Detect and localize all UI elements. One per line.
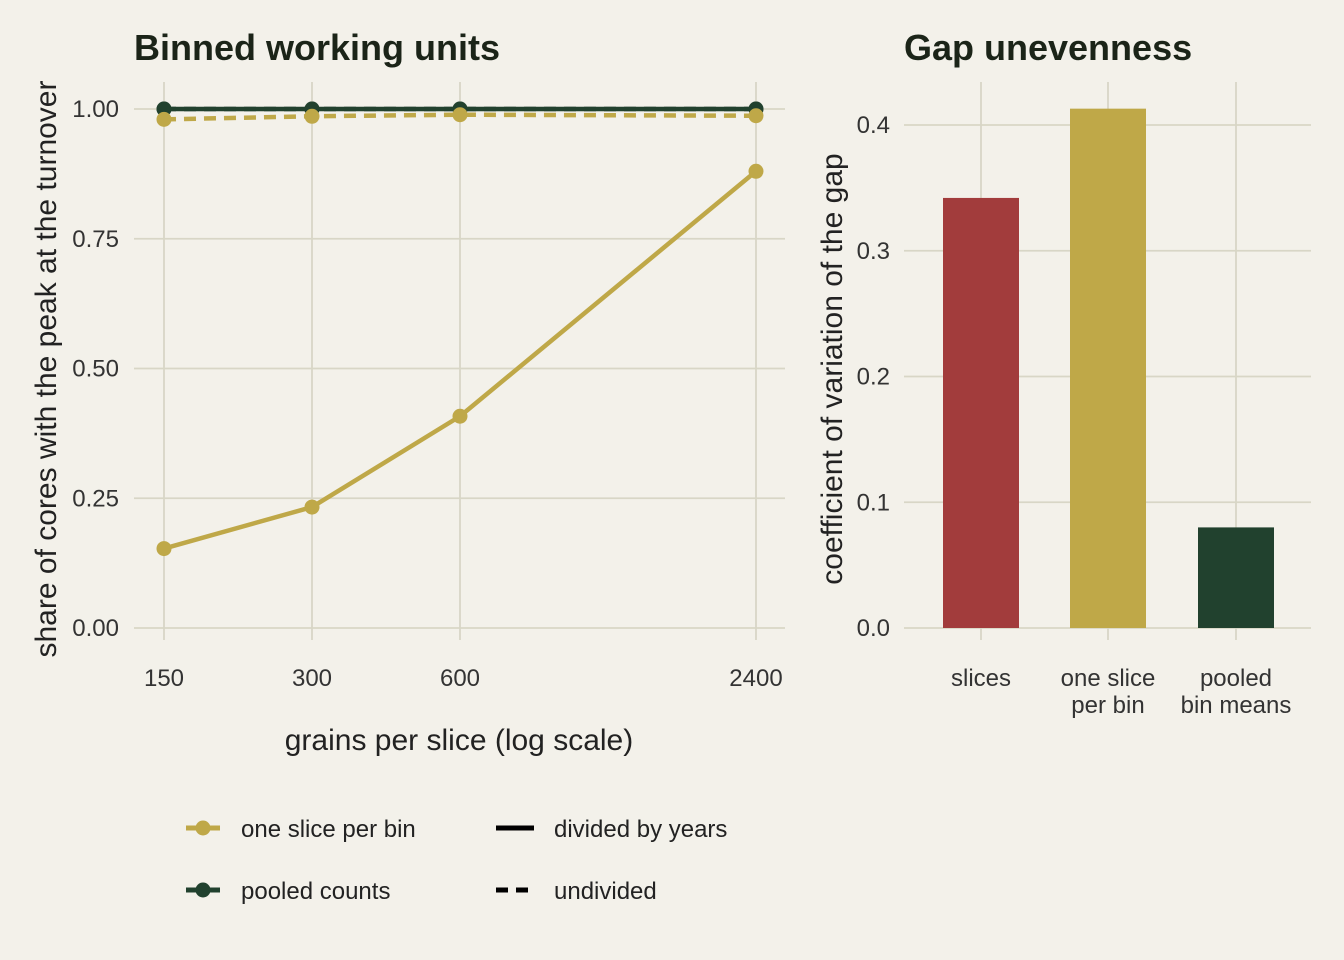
legend-label-pooled-counts: pooled counts [241,878,390,905]
x-tick-label: 600 [440,665,480,692]
y-tick-label: 0.0 [857,615,890,642]
bar-chart-y-axis-title: coefficient of variation of the gap [816,153,849,584]
series-one-slice-per-bin-divided-by-years [156,163,764,557]
bar [943,197,1019,628]
data-point [304,108,320,124]
bar-chart-panel: Gap unevenness 0.0 0.1 0.2 0.3 0.4 slices one… [816,27,1311,719]
series-line [163,112,757,122]
y-tick-label: 0.4 [857,112,890,139]
bar [1070,108,1146,629]
y-tick-label: 1.00 [72,96,119,123]
data-point [748,163,764,179]
legend-swatch-point [195,820,211,836]
y-tick-label: 0.3 [857,238,890,265]
x-tick-label: 150 [144,665,184,692]
y-tick-label: 0.1 [857,489,890,516]
bar-chart-title: Gap unevenness [904,27,1192,68]
data-point [452,107,468,123]
bar-chart-x-ticks: slices one slice per bin pooled bin means [951,665,1291,719]
x-tick-label: 2400 [729,665,782,692]
legend-label-undivided: undivided [554,878,657,905]
data-point [748,108,764,124]
legend-item-pooled-counts: pooled counts [186,878,390,905]
y-tick-label: 0.00 [72,615,119,642]
bar [1198,527,1274,628]
y-tick-label: 0.25 [72,485,119,512]
line-chart-y-axis-title: share of cores with the peak at the turn… [30,81,63,658]
x-tick-label: one slice per bin [1061,665,1156,719]
data-point [452,408,468,424]
data-point [156,111,172,127]
bar-chart-bars [943,108,1274,629]
line-chart-y-ticks: 0.00 0.25 0.50 0.75 1.00 [72,96,119,642]
legend-swatch-point [195,882,211,898]
data-point [304,499,320,515]
line-chart-x-ticks: 150 300 600 2400 [144,665,783,692]
legend-label-divided-by-years: divided by years [554,816,727,843]
legend-item-one-slice-per-bin: one slice per bin [186,816,416,843]
y-tick-label: 0.50 [72,356,119,383]
data-point [156,101,172,117]
y-tick-label: 0.75 [72,226,119,253]
line-chart-series [156,101,764,557]
series-line [163,169,758,551]
line-chart-panel: Binned working units 0.00 0.25 0.50 0.75 1.0… [30,27,785,757]
bar-chart-y-ticks: 0.0 0.1 0.2 0.3 0.4 [857,112,890,642]
x-tick-label: slices [951,665,1011,692]
x-tick-label: 300 [292,665,332,692]
legend-item-undivided: undivided [496,878,657,905]
legend-item-divided-by-years: divided by years [496,816,727,843]
series-one-slice-per-bin-undivided [156,107,764,127]
legend-label-one-slice-per-bin: one slice per bin [241,816,416,843]
data-point [156,541,172,557]
x-tick-label: pooled bin means [1181,665,1292,719]
y-tick-label: 0.2 [857,364,890,391]
line-chart-title: Binned working units [134,27,500,68]
legend: one slice per bin pooled counts divided … [186,816,727,905]
line-chart-x-axis-title: grains per slice (log scale) [285,724,633,757]
